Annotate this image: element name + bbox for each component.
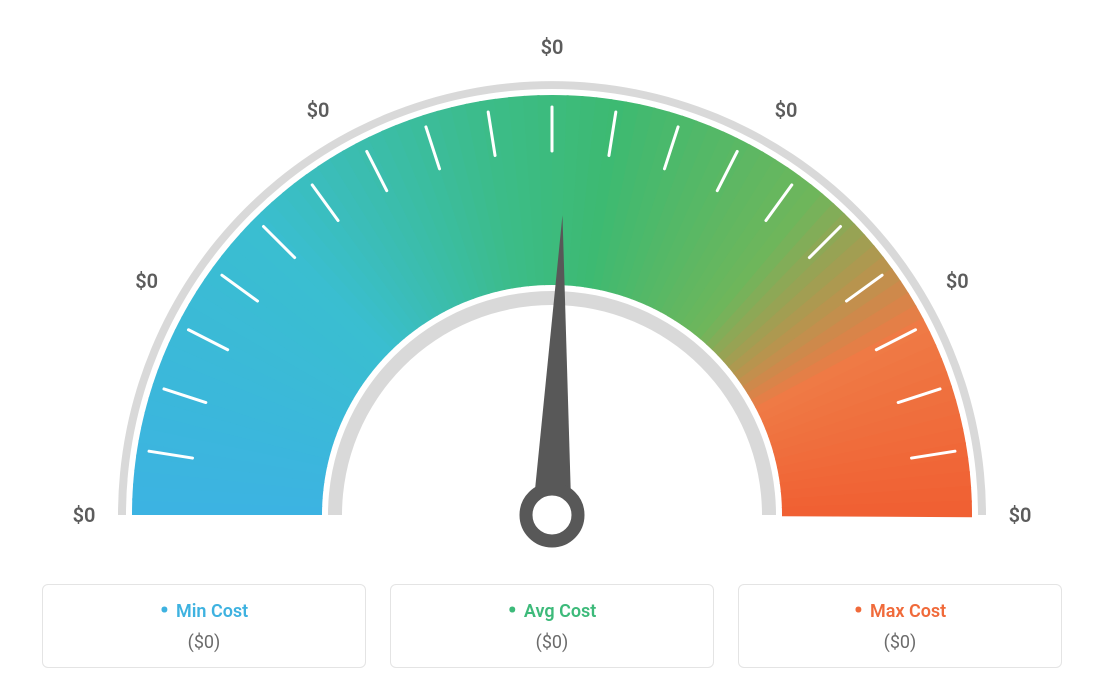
gauge-scale-label: $0 — [135, 269, 158, 293]
legend-row: Min Cost ($0) Avg Cost ($0) Max Cost ($0… — [42, 584, 1062, 668]
legend-max-value: ($0) — [749, 632, 1051, 653]
gauge-svg — [52, 10, 1052, 570]
legend-min-label: Min Cost — [53, 601, 355, 622]
legend-card-min: Min Cost ($0) — [42, 584, 366, 668]
legend-avg-value: ($0) — [401, 632, 703, 653]
legend-avg-label: Avg Cost — [401, 601, 703, 622]
gauge-scale-label: $0 — [775, 98, 798, 122]
gauge-scale-label: $0 — [307, 98, 330, 122]
gauge-scale-label: $0 — [541, 35, 564, 59]
gauge-scale-label: $0 — [73, 503, 96, 527]
legend-max-label: Max Cost — [749, 601, 1051, 622]
gauge-scale-label: $0 — [946, 269, 969, 293]
gauge-scale-label: $0 — [1009, 503, 1032, 527]
gauge-chart: $0 $0 $0 $0 $0 $0 $0 — [52, 10, 1052, 570]
legend-card-avg: Avg Cost ($0) — [390, 584, 714, 668]
legend-card-max: Max Cost ($0) — [738, 584, 1062, 668]
legend-min-value: ($0) — [53, 632, 355, 653]
